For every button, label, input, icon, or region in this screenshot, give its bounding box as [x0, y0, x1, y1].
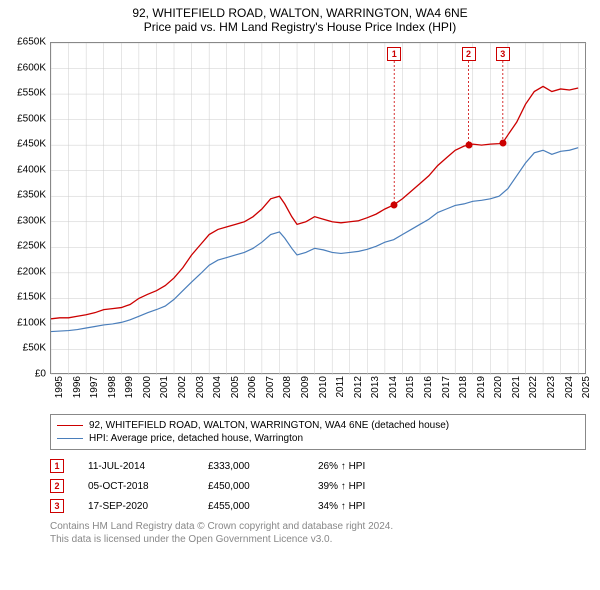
sale-marker-number: 1 — [50, 459, 64, 473]
sale-marker-number: 3 — [50, 499, 64, 513]
y-tick-label: £500K — [17, 113, 46, 124]
sale-row: 3 17-SEP-2020£455,00034% ↑ HPI — [50, 496, 586, 516]
x-tick-label: 1995 — [54, 376, 65, 398]
sale-date: 05-OCT-2018 — [88, 481, 208, 492]
x-tick-label: 2003 — [195, 376, 206, 398]
x-tick-label: 2022 — [528, 376, 539, 398]
chart-area: £0 £50K £100K £150K £200K £250K £300K £350K £400… — [8, 38, 592, 408]
y-tick-label: £150K — [17, 292, 46, 303]
chart-container: 92, WHITEFIELD ROAD, WALTON, WARRINGTON,… — [0, 0, 600, 554]
legend-label: 92, WHITEFIELD ROAD, WALTON, WARRINGTON,… — [89, 420, 449, 431]
legend-item: HPI: Average price, detached house, Warr… — [57, 432, 579, 445]
y-tick-label: £0 — [35, 369, 46, 380]
legend-item: 92, WHITEFIELD ROAD, WALTON, WARRINGTON,… — [57, 419, 579, 432]
y-tick-label: £350K — [17, 190, 46, 201]
sale-pct-vs-hpi: 26% ↑ HPI — [318, 461, 438, 472]
sale-dot-1 — [391, 201, 398, 208]
y-tick-label: £450K — [17, 139, 46, 150]
chart-marker-1: 1 — [387, 47, 401, 61]
title-subtitle: Price paid vs. HM Land Registry's House … — [8, 20, 592, 34]
x-tick-label: 2004 — [212, 376, 223, 398]
x-tick-label: 2006 — [247, 376, 258, 398]
x-tick-label: 2021 — [511, 376, 522, 398]
chart-marker-3: 3 — [496, 47, 510, 61]
y-tick-label: £550K — [17, 88, 46, 99]
chart-marker-2: 2 — [462, 47, 476, 61]
sale-pct-vs-hpi: 34% ↑ HPI — [318, 501, 438, 512]
x-tick-label: 2010 — [318, 376, 329, 398]
y-axis: £0£50K£100K£150K£200K£250K£300K£350K£400… — [8, 42, 48, 374]
y-tick-label: £650K — [17, 37, 46, 48]
sale-price: £450,000 — [208, 481, 318, 492]
y-tick-label: £600K — [17, 62, 46, 73]
sale-date: 17-SEP-2020 — [88, 501, 208, 512]
x-tick-label: 2025 — [581, 376, 592, 398]
sale-price: £333,000 — [208, 461, 318, 472]
x-tick-label: 2019 — [476, 376, 487, 398]
x-tick-label: 1999 — [124, 376, 135, 398]
y-tick-label: £250K — [17, 241, 46, 252]
sale-dot-3 — [499, 139, 506, 146]
legend: 92, WHITEFIELD ROAD, WALTON, WARRINGTON,… — [50, 414, 586, 450]
x-tick-label: 2014 — [388, 376, 399, 398]
x-tick-label: 2013 — [370, 376, 381, 398]
x-tick-label: 2008 — [282, 376, 293, 398]
sales-table: 1 11-JUL-2014£333,00026% ↑ HPI 2 05-OCT-201… — [50, 456, 586, 516]
sale-row: 2 05-OCT-2018£450,00039% ↑ HPI — [50, 476, 586, 496]
x-tick-label: 2020 — [493, 376, 504, 398]
y-tick-label: £50K — [23, 343, 46, 354]
sale-marker-number: 2 — [50, 479, 64, 493]
y-tick-label: £100K — [17, 317, 46, 328]
sale-date: 11-JUL-2014 — [88, 461, 208, 472]
x-tick-label: 2009 — [300, 376, 311, 398]
plot-area: 1 2 3 — [50, 42, 586, 374]
x-tick-label: 2001 — [159, 376, 170, 398]
title-address: 92, WHITEFIELD ROAD, WALTON, WARRINGTON,… — [8, 6, 592, 20]
x-tick-label: 1997 — [89, 376, 100, 398]
y-tick-label: £300K — [17, 215, 46, 226]
x-tick-label: 2012 — [353, 376, 364, 398]
footer-line2: This data is licensed under the Open Gov… — [50, 533, 592, 546]
plot-svg — [51, 43, 587, 375]
x-tick-label: 2017 — [441, 376, 452, 398]
x-tick-label: 2000 — [142, 376, 153, 398]
x-tick-label: 2005 — [230, 376, 241, 398]
footer-attribution: Contains HM Land Registry data © Crown c… — [50, 520, 592, 546]
x-tick-label: 2011 — [335, 376, 346, 398]
y-tick-label: £400K — [17, 164, 46, 175]
footer-line1: Contains HM Land Registry data © Crown c… — [50, 520, 592, 533]
y-tick-label: £200K — [17, 266, 46, 277]
x-tick-label: 2024 — [564, 376, 575, 398]
x-axis: 1995 1996 1997 1998 1999 2000 2001 2002 2003 2004… — [50, 374, 586, 408]
sale-pct-vs-hpi: 39% ↑ HPI — [318, 481, 438, 492]
legend-swatch — [57, 425, 83, 426]
x-tick-label: 2018 — [458, 376, 469, 398]
sale-dot-2 — [465, 142, 472, 149]
chart-title: 92, WHITEFIELD ROAD, WALTON, WARRINGTON,… — [8, 6, 592, 34]
x-tick-label: 2023 — [546, 376, 557, 398]
x-tick-label: 2002 — [177, 376, 188, 398]
sale-price: £455,000 — [208, 501, 318, 512]
x-tick-label: 1996 — [72, 376, 83, 398]
x-tick-label: 2007 — [265, 376, 276, 398]
x-tick-label: 2016 — [423, 376, 434, 398]
x-tick-label: 2015 — [405, 376, 416, 398]
x-tick-label: 1998 — [107, 376, 118, 398]
legend-label: HPI: Average price, detached house, Warr… — [89, 433, 303, 444]
legend-swatch — [57, 438, 83, 439]
sale-row: 1 11-JUL-2014£333,00026% ↑ HPI — [50, 456, 586, 476]
